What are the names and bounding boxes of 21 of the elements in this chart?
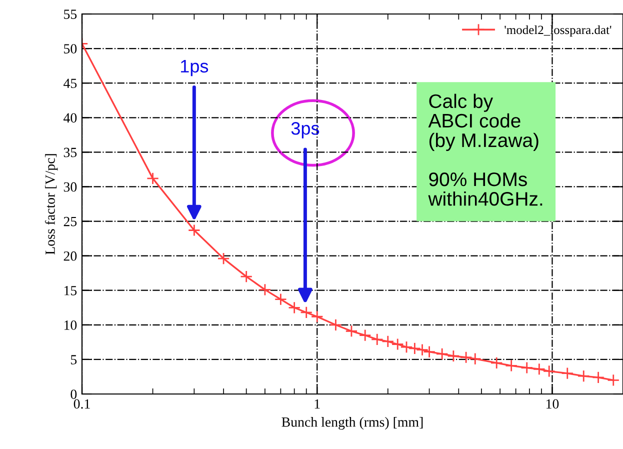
y-tick-label: 40 (64, 113, 77, 123)
y-tick-label: 35 (64, 148, 77, 158)
y-tick-label: 0 (70, 390, 77, 399)
y-tick-label: 45 (64, 78, 77, 88)
y-tick-label: 55 (64, 10, 77, 19)
annotation: 1ps (181, 60, 208, 76)
y-tick-label: 50 (64, 44, 77, 54)
y-tick-label: 15 (64, 286, 77, 296)
x-tick-label: 1 (314, 399, 320, 408)
legend-label: 'model2_losspara.dat' (504, 25, 612, 37)
y-tick-label: 30 (64, 182, 77, 192)
y-tick-label: 5 (71, 355, 77, 364)
y-tick-label: 10 (64, 320, 77, 330)
x-tick-label: 0.1 (74, 399, 90, 409)
annotation: Calc by ABCI code (by M.Izawa) 90% HOMs within40GHz. (428, 94, 542, 206)
y-tick-label: 20 (64, 251, 77, 261)
y-tick-label: 25 (64, 216, 77, 226)
y-axis-title: Loss factor [V/pc] (44, 154, 58, 255)
annotation: 3ps (291, 122, 320, 138)
x-tick-label: 10 (546, 399, 559, 409)
x-axis-title: Bunch length (rms) [mm] (282, 417, 423, 430)
